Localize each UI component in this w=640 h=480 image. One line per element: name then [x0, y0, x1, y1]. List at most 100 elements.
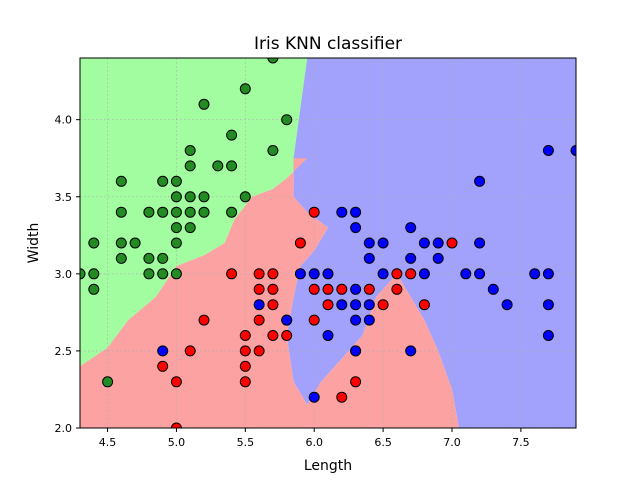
y-tick-label: 3.5 [55, 191, 73, 204]
point-red [308, 283, 320, 295]
point-blue [363, 314, 375, 326]
point-green [226, 160, 238, 172]
point-blue [363, 237, 375, 249]
point-red [253, 268, 265, 280]
x-tick-label: 4.5 [99, 436, 117, 449]
point-green [157, 175, 169, 187]
point-red [239, 360, 251, 372]
point-green [157, 252, 169, 264]
region-blue [286, 58, 576, 428]
point-blue [253, 299, 265, 311]
point-green [198, 98, 210, 110]
point-red [418, 299, 430, 311]
point-blue [157, 345, 169, 357]
point-blue [363, 299, 375, 311]
decision-regions [80, 58, 576, 428]
point-blue [501, 299, 513, 311]
point-red [239, 330, 251, 341]
point-red [322, 283, 334, 295]
point-green [102, 376, 114, 388]
point-green [115, 237, 127, 249]
point-red [377, 299, 389, 311]
x-axis-label: Length [304, 458, 352, 474]
point-blue [432, 237, 444, 249]
point-blue [529, 268, 541, 280]
point-red [336, 283, 348, 295]
point-blue [542, 299, 554, 311]
point-blue [377, 237, 389, 249]
point-blue [474, 237, 486, 249]
y-tick-label: 2.5 [55, 345, 73, 358]
point-red [281, 330, 293, 341]
point-blue [308, 391, 320, 403]
point-red [253, 283, 265, 295]
point-red [391, 283, 403, 295]
point-red [405, 268, 417, 280]
point-red [363, 283, 375, 295]
point-blue [487, 283, 499, 295]
point-blue [322, 330, 334, 341]
point-red [157, 360, 169, 372]
point-red [294, 237, 306, 249]
point-blue [474, 268, 486, 280]
point-blue [350, 345, 362, 357]
point-green [115, 252, 127, 264]
point-green [115, 175, 127, 187]
point-green [143, 252, 155, 264]
point-red [322, 299, 334, 311]
point-green [281, 114, 293, 126]
point-blue [350, 283, 362, 295]
point-green [170, 175, 182, 187]
point-green [239, 191, 251, 203]
point-red [267, 283, 279, 295]
point-blue [418, 237, 430, 249]
point-red [253, 345, 265, 357]
point-green [198, 206, 210, 218]
point-green [239, 83, 251, 95]
point-blue [405, 345, 417, 357]
point-red [308, 314, 320, 326]
point-blue [350, 314, 362, 326]
point-blue [542, 330, 554, 341]
point-blue [281, 314, 293, 326]
data-points [80, 58, 576, 428]
point-green [226, 206, 238, 218]
point-green [170, 191, 182, 203]
point-green [184, 191, 196, 203]
point-red [253, 314, 265, 326]
point-green [170, 206, 182, 218]
x-tick-label: 6.5 [374, 436, 392, 449]
point-red [170, 422, 182, 428]
point-blue [418, 268, 430, 280]
point-green [143, 206, 155, 218]
point-green [143, 268, 155, 280]
point-blue [350, 299, 362, 311]
point-red [184, 345, 196, 357]
chart-title: Iris KNN classifier [254, 34, 402, 54]
point-green [129, 237, 141, 249]
x-tick-label: 7.5 [512, 436, 530, 449]
point-blue [542, 268, 554, 280]
point-blue [474, 175, 486, 187]
point-red [336, 391, 348, 403]
point-green [170, 237, 182, 249]
point-blue [377, 268, 389, 280]
point-blue [308, 268, 320, 280]
point-green [88, 268, 100, 280]
point-blue [363, 252, 375, 264]
point-blue [460, 268, 472, 280]
point-red [170, 376, 182, 388]
point-green [170, 222, 182, 234]
point-red [239, 376, 251, 388]
point-red [350, 376, 362, 388]
point-blue [322, 268, 334, 280]
point-green [226, 129, 238, 141]
point-red [391, 268, 403, 280]
point-green [88, 237, 100, 249]
point-green [157, 268, 169, 280]
point-blue [405, 222, 417, 234]
point-red [239, 345, 251, 357]
point-blue [405, 252, 417, 264]
point-green [184, 222, 196, 234]
